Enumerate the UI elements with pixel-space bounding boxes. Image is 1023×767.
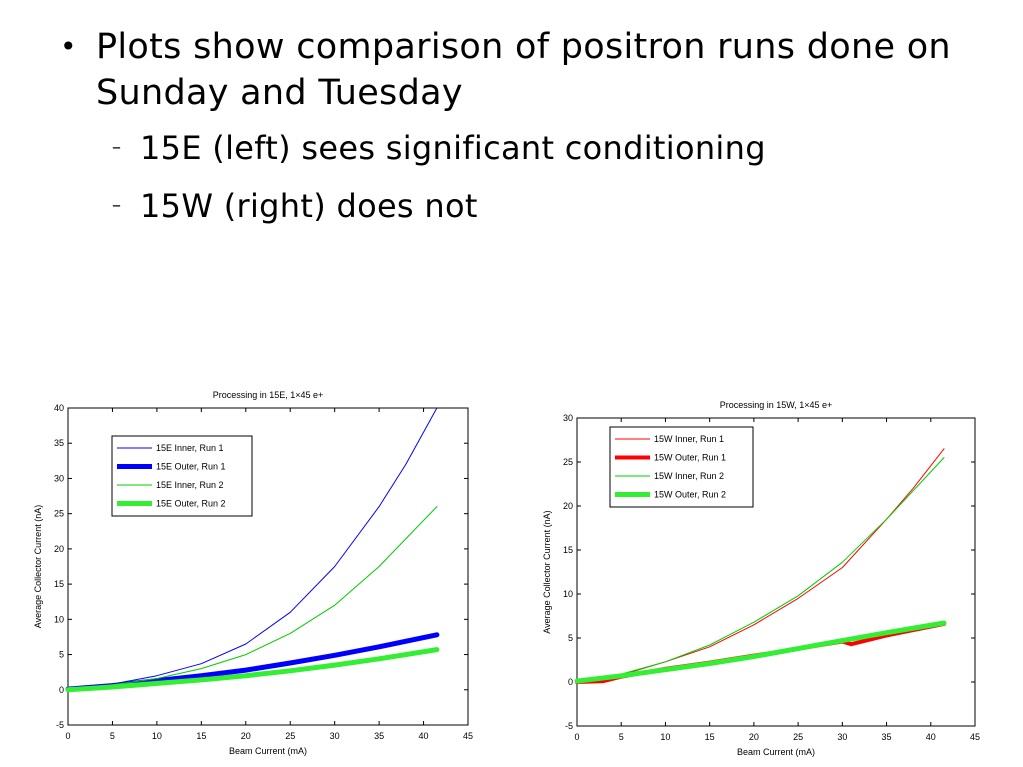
y-axis-label: Average Collector Current (nA) <box>33 505 43 628</box>
legend-label: 15W Inner, Run 2 <box>654 471 724 481</box>
y-tick-label: 30 <box>563 413 573 423</box>
x-tick-label: 30 <box>837 732 847 742</box>
sub-bullet-text: 15W (right) does not <box>140 187 478 225</box>
y-tick-label: -5 <box>565 721 573 731</box>
chart-title: Processing in 15E, 1×45 e+ <box>213 390 324 400</box>
y-tick-label: 5 <box>568 633 573 643</box>
x-tick-label: 25 <box>285 731 295 741</box>
y-tick-label: 15 <box>563 545 573 555</box>
x-tick-label: 10 <box>152 731 162 741</box>
x-tick-label: 40 <box>926 732 936 742</box>
x-tick-label: 20 <box>241 731 251 741</box>
x-tick-label: 35 <box>374 731 384 741</box>
y-tick-label: 0 <box>568 677 573 687</box>
y-tick-label: 15 <box>54 579 64 589</box>
y-tick-label: 35 <box>54 438 64 448</box>
series-line-4 <box>574 620 947 684</box>
legend-label: 15E Outer, Run 1 <box>156 462 226 472</box>
x-tick-label: 20 <box>749 732 759 742</box>
x-axis-label: Beam Current (mA) <box>229 746 307 756</box>
x-tick-label: 0 <box>574 732 579 742</box>
series-line-1 <box>67 407 438 689</box>
x-axis-label: Beam Current (mA) <box>737 747 815 757</box>
x-tick-label: 10 <box>660 732 670 742</box>
legend-label: 15E Inner, Run 1 <box>156 443 224 453</box>
y-axis-label: Average Collector Current (nA) <box>542 510 552 633</box>
x-tick-label: 15 <box>196 731 206 741</box>
y-tick-label: 10 <box>563 589 573 599</box>
series-line-3 <box>67 506 438 689</box>
x-tick-label: 30 <box>330 731 340 741</box>
y-tick-label: 0 <box>59 685 64 695</box>
y-tick-label: 25 <box>54 509 64 519</box>
y-tick-label: -5 <box>56 720 64 730</box>
sub-bullet-1: – 15E (left) sees significant conditioni… <box>60 128 960 168</box>
series-line-3 <box>576 457 945 681</box>
bullet-dot: • <box>60 30 77 63</box>
chart-title: Processing in 15W, 1×45 e+ <box>720 400 833 410</box>
y-tick-label: 25 <box>563 457 573 467</box>
sub-bullet-text: 15E (left) sees significant conditioning <box>140 129 766 167</box>
sub-bullet-2: – 15W (right) does not <box>60 186 960 226</box>
sub-bullet-dash: – <box>112 137 122 158</box>
y-tick-label: 30 <box>54 473 64 483</box>
slide-bullets: • Plots show comparison of positron runs… <box>60 24 960 226</box>
x-tick-label: 5 <box>619 732 624 742</box>
y-tick-label: 5 <box>59 650 64 660</box>
y-tick-label: 40 <box>54 403 64 413</box>
series-line-4 <box>65 647 440 693</box>
y-tick-label: 20 <box>563 501 573 511</box>
x-tick-label: 15 <box>705 732 715 742</box>
main-bullet-text: Plots show comparison of positron runs d… <box>96 27 951 113</box>
legend-label: 15W Inner, Run 1 <box>654 434 724 444</box>
legend-label: 15W Outer, Run 1 <box>654 453 726 463</box>
y-tick-label: 20 <box>54 544 64 554</box>
main-bullet: • Plots show comparison of positron runs… <box>60 24 960 116</box>
legend-label: 15E Inner, Run 2 <box>156 480 224 490</box>
x-tick-label: 40 <box>419 731 429 741</box>
x-tick-label: 25 <box>793 732 803 742</box>
x-tick-label: 5 <box>110 731 115 741</box>
x-tick-label: 45 <box>970 732 980 742</box>
legend-label: 15W Outer, Run 2 <box>654 490 726 500</box>
x-tick-label: 45 <box>463 731 473 741</box>
x-tick-label: 35 <box>882 732 892 742</box>
x-tick-label: 0 <box>65 731 70 741</box>
sub-bullet-dash: – <box>112 195 122 216</box>
y-tick-label: 10 <box>54 614 64 624</box>
legend-label: 15E Outer, Run 2 <box>156 499 226 509</box>
